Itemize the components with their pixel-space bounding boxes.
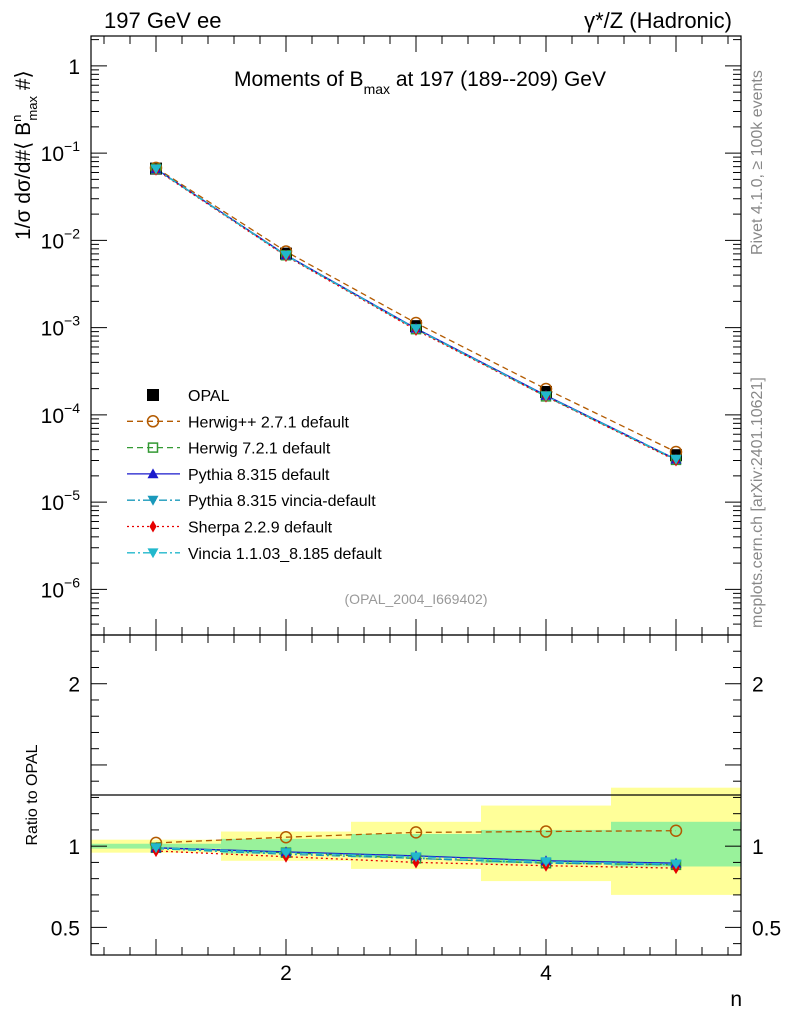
main-series-markers bbox=[149, 161, 683, 467]
ratio-data-point bbox=[409, 826, 423, 839]
y-tick-label: 10−1 bbox=[41, 138, 81, 166]
y-tick-label-base: 1 bbox=[68, 56, 80, 79]
ratio-y-axis-label: Ratio to OPAL bbox=[24, 744, 41, 845]
data-point bbox=[280, 250, 292, 261]
legend-label: OPAL bbox=[188, 388, 230, 405]
watermark: (OPAL_2004_I669402) bbox=[345, 591, 488, 607]
ratio-data-point bbox=[410, 852, 422, 863]
ratio-data-point bbox=[279, 830, 293, 844]
y-tick-label: 10−6 bbox=[41, 574, 81, 602]
legend-label: Pythia 8.315 vincia-default bbox=[188, 493, 376, 510]
x-tick-label: 2 bbox=[280, 962, 292, 985]
ratio-frame bbox=[90, 634, 742, 956]
legend-marker bbox=[147, 468, 159, 479]
ratio-y-tick-label-right: 2 bbox=[752, 674, 764, 697]
y-tick-label-base: 10 bbox=[41, 579, 64, 602]
rivet-label: Rivet 4.1.0, ≥ 100k events bbox=[749, 70, 766, 255]
legend: OPAL Herwig++ 2.7.1 default Herwig 7.2.1 d… bbox=[127, 388, 382, 563]
y-tick-label-exponent: −3 bbox=[64, 313, 80, 329]
y-tick-label-exponent: −5 bbox=[64, 487, 80, 503]
legend-label: Vincia 1.1.03_8.185 default bbox=[188, 546, 382, 563]
data-point bbox=[540, 391, 552, 402]
y-tick-label-exponent: −1 bbox=[64, 138, 80, 154]
ratio-data-point bbox=[670, 859, 682, 870]
y-tick-label-base: 10 bbox=[41, 143, 64, 166]
legend-marker bbox=[147, 442, 159, 453]
legend-label: Sherpa 2.2.9 default bbox=[188, 520, 333, 537]
legend-marker bbox=[147, 548, 159, 559]
ratio-ticks bbox=[91, 635, 741, 955]
main-ticks bbox=[91, 36, 741, 636]
y-tick-label-base: 10 bbox=[41, 492, 64, 515]
ratio-data-point bbox=[150, 843, 162, 854]
ratio-y-tick-label: 0.5 bbox=[51, 917, 80, 940]
main-y-axis-label: 1/σ dσ/d#⟨ Bnmax #⟩ bbox=[9, 70, 40, 240]
ratio-y-tick-label-right: 1 bbox=[752, 836, 764, 859]
legend-marker bbox=[146, 415, 160, 428]
ratio-data-point bbox=[669, 824, 683, 837]
y-tick-label-exponent: −6 bbox=[64, 574, 80, 590]
ratio-y-tick-labels: 0.5 0.5 1 1 2 2 bbox=[51, 674, 781, 941]
ratio-data-point bbox=[412, 856, 420, 869]
legend-marker bbox=[147, 389, 159, 401]
series-line bbox=[155, 167, 677, 453]
legend-marker bbox=[147, 495, 159, 506]
header-right: γ*/Z (Hadronic) bbox=[584, 8, 732, 33]
ratio-data-point bbox=[539, 825, 553, 838]
y-tick-label-exponent: −2 bbox=[64, 225, 80, 241]
y-tick-label: 10−2 bbox=[41, 225, 81, 253]
green-band bbox=[221, 838, 351, 854]
ratio-y-tick-label-right: 0.5 bbox=[752, 917, 781, 940]
legend-label: Herwig++ 2.7.1 default bbox=[188, 414, 350, 431]
ratio-y-tick-label: 2 bbox=[68, 674, 80, 697]
main-panel: 110−110−210−310−410−510−6 Moments of Bma… bbox=[9, 35, 742, 636]
x-tick-label: 4 bbox=[540, 962, 552, 985]
ratio-series-line bbox=[155, 830, 677, 844]
legend-marker bbox=[149, 520, 157, 533]
y-tick-label-base: 10 bbox=[41, 318, 64, 341]
data-point bbox=[150, 164, 162, 175]
y-tick-label: 1 bbox=[68, 56, 80, 79]
ratio-series-markers bbox=[149, 824, 683, 875]
legend-label: Herwig 7.2.1 default bbox=[188, 441, 331, 458]
y-tick-label: 10−4 bbox=[41, 400, 81, 428]
ratio-data-point bbox=[540, 857, 552, 868]
y-tick-label-base: 10 bbox=[41, 405, 64, 428]
data-point bbox=[670, 454, 682, 465]
y-tick-label-exponent: −4 bbox=[64, 400, 80, 416]
header-left: 197 GeV ee bbox=[104, 8, 221, 33]
ratio-data-point bbox=[280, 848, 292, 859]
y-tick-label-base: 10 bbox=[41, 230, 64, 253]
y-tick-label: 10−3 bbox=[41, 313, 81, 341]
green-band bbox=[351, 833, 481, 858]
main-y-tick-labels: 110−110−210−310−410−510−6 bbox=[41, 56, 81, 603]
x-axis-label: n bbox=[730, 988, 742, 1011]
data-point bbox=[410, 324, 422, 335]
legend-label: Pythia 8.315 default bbox=[188, 467, 330, 484]
mcplots-label: mcplots.cern.ch [arXiv:2401.10621] bbox=[749, 377, 766, 628]
ratio-y-tick-label: 1 bbox=[68, 836, 80, 859]
y-tick-label: 10−5 bbox=[41, 487, 81, 515]
main-title: Moments of Bmax at 197 (189--209) GeV bbox=[234, 68, 606, 97]
